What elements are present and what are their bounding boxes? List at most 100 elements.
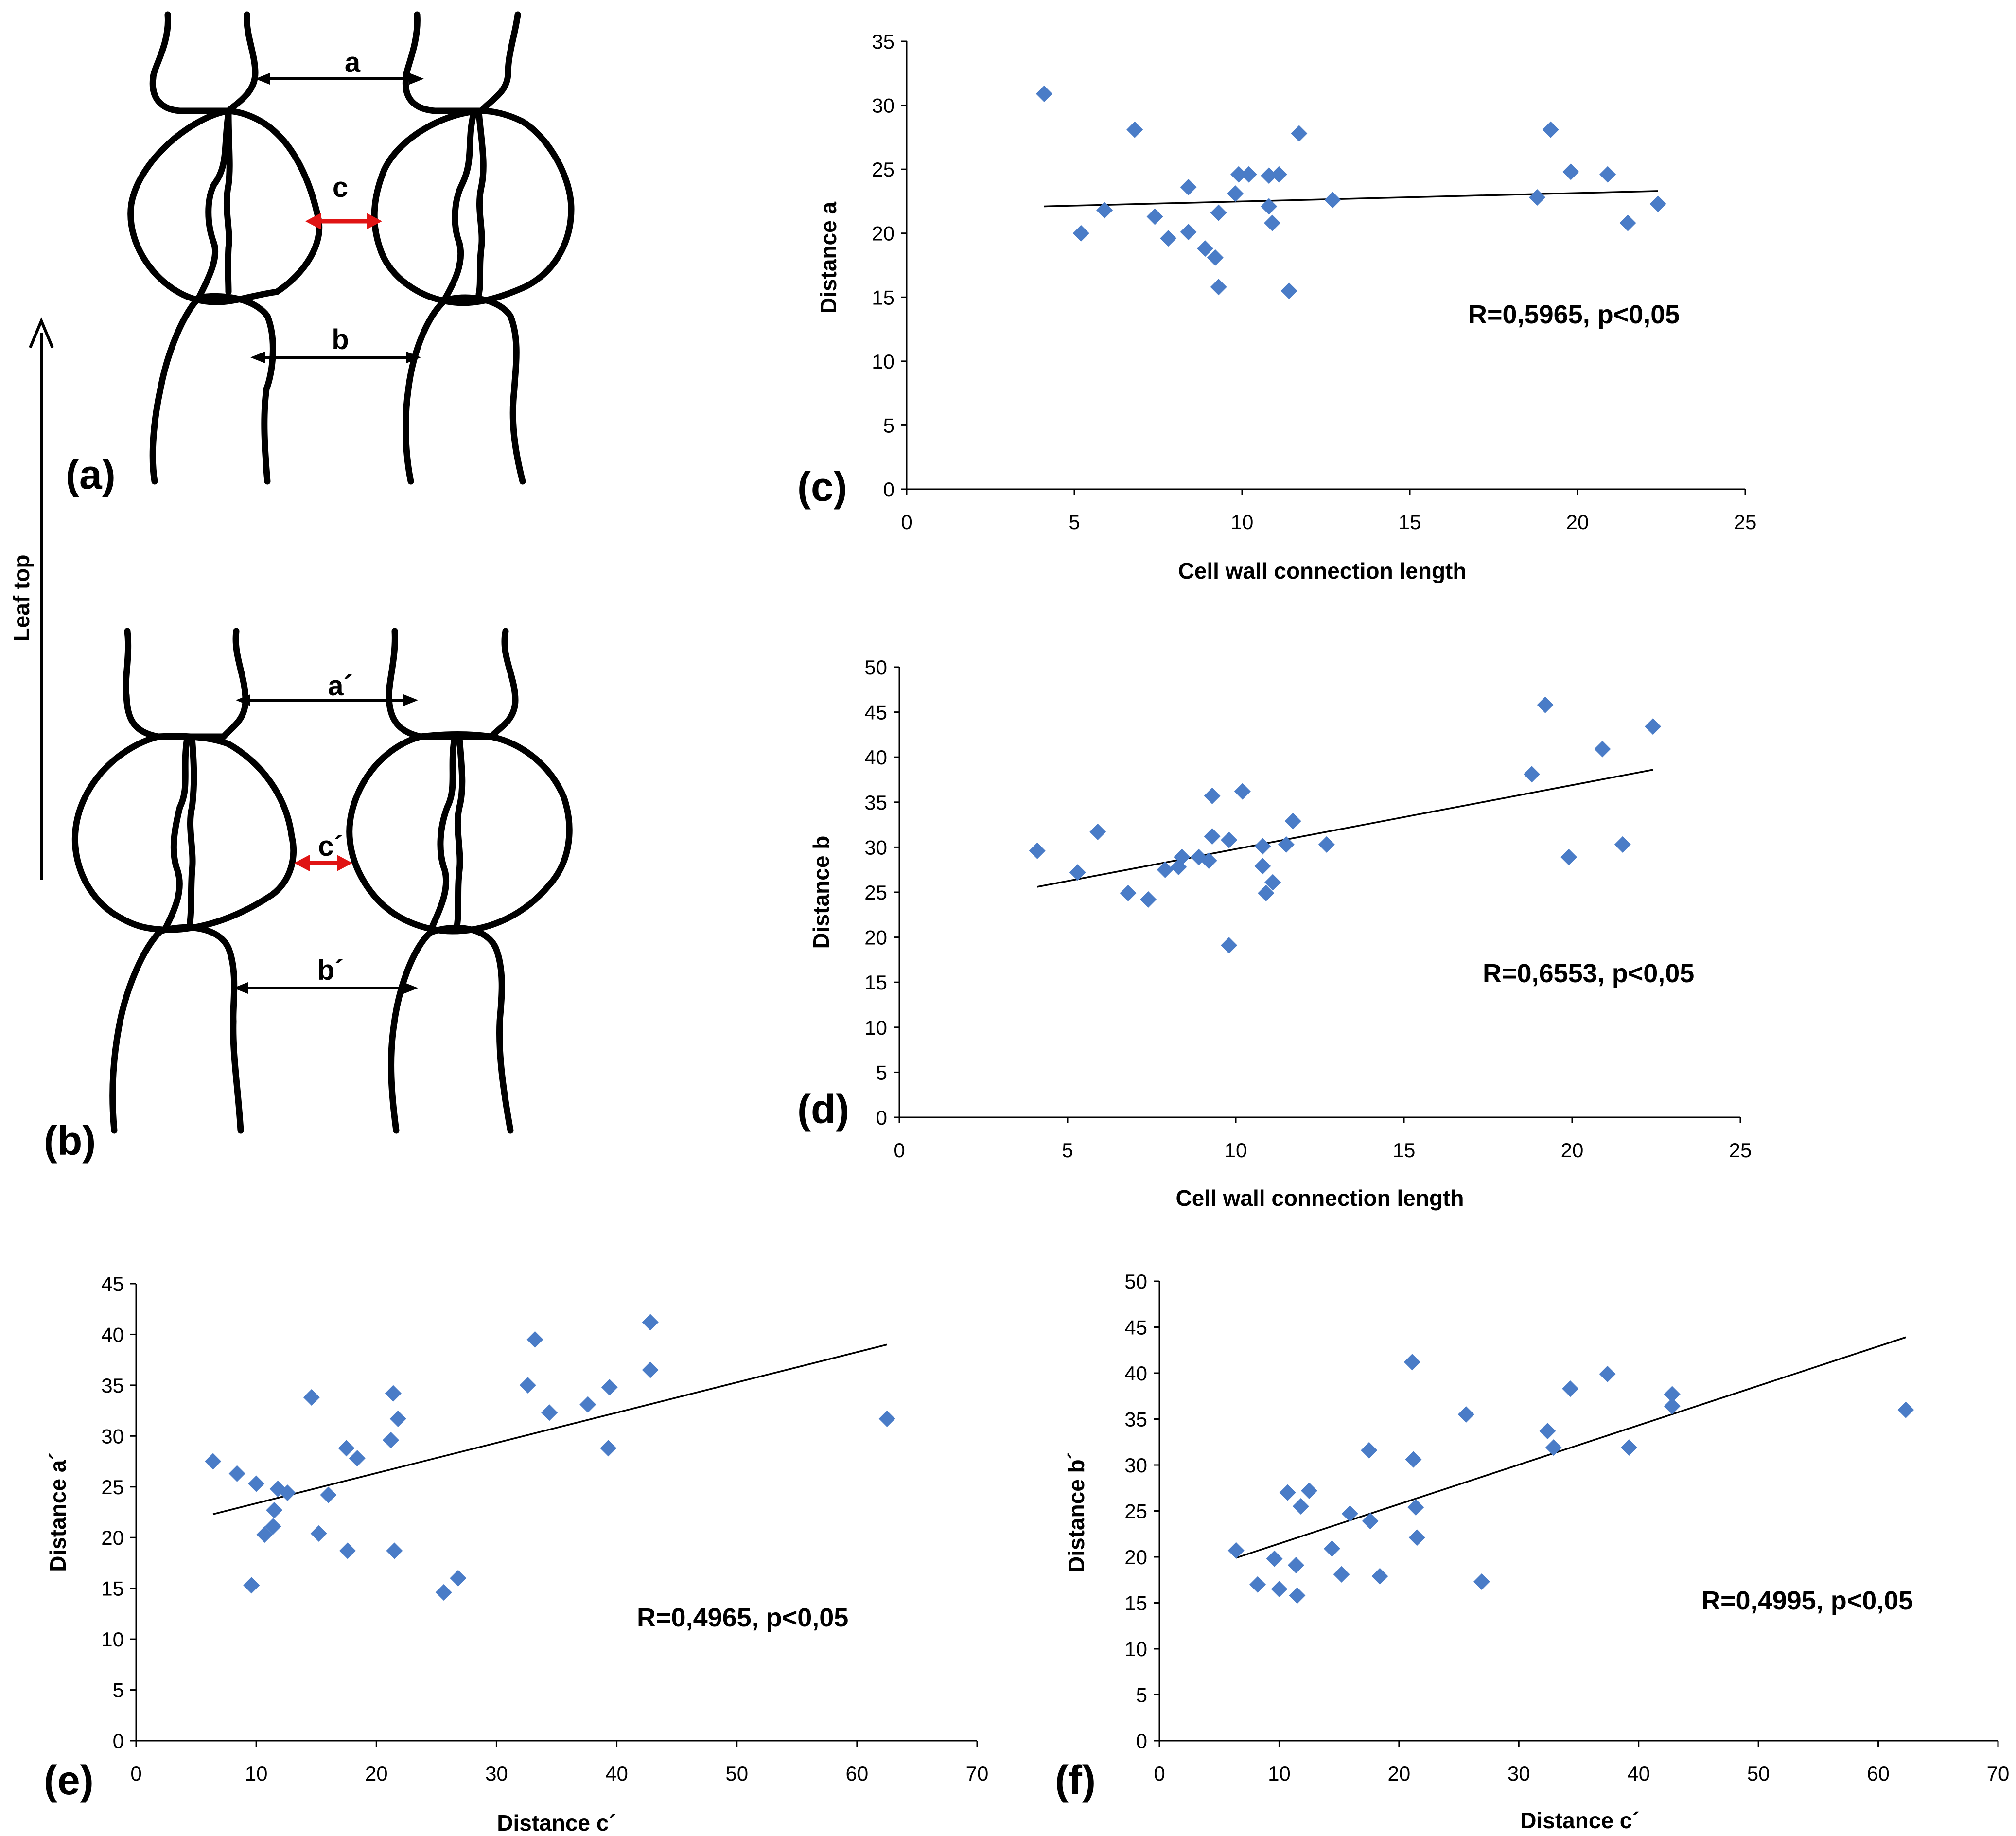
data-point [1227,185,1244,202]
data-point [1270,166,1287,183]
x-tick-label: 50 [725,1762,748,1785]
data-point [1227,1542,1245,1559]
diagram-a-panel-label: (a) [66,452,116,497]
y-tick-label: 10 [864,1016,887,1039]
data-point [1120,884,1137,901]
y-tick-label: 5 [113,1679,124,1702]
data-point [1280,282,1297,300]
x-tick-label: 40 [1627,1762,1650,1785]
panel-label: (d) [797,1086,849,1132]
data-point [338,1440,355,1457]
data-point [1261,167,1278,184]
y-tick-label: 40 [864,746,887,769]
diagram-a-label-top: a [345,47,361,78]
diagram-a: a c b (a) [66,11,575,497]
data-point [1371,1568,1388,1585]
data-point [519,1377,536,1394]
data-point [1621,1439,1637,1456]
data-point [601,1379,618,1396]
trendline [1037,769,1653,888]
x-tick-label: 10 [1268,1762,1291,1785]
data-point [1266,1550,1283,1567]
data-point [1157,861,1174,878]
data-point [1254,838,1271,855]
data-point [1180,224,1197,241]
x-axis-label: Distance c´ [497,1810,616,1836]
x-tick-label: 20 [365,1762,388,1785]
diagram-b-label-mid: c´ [318,830,343,862]
x-axis-label: Distance c´ [1520,1808,1639,1833]
diagram-a-label-bottom: b [332,324,349,355]
diagram-b-panel-label: (b) [44,1118,96,1164]
y-tick-label: 15 [1124,1592,1147,1615]
x-tick-label: 25 [1734,511,1757,533]
data-point [1614,836,1631,853]
data-point [1539,1423,1556,1440]
x-tick-label: 5 [1062,1139,1073,1162]
y-tick-label: 5 [1136,1684,1147,1707]
data-point [1301,1482,1318,1499]
y-tick-label: 20 [101,1526,124,1549]
trendline [212,1343,888,1515]
data-point [382,1431,399,1448]
y-tick-label: 15 [864,971,887,994]
x-tick-label: 30 [1508,1762,1530,1785]
data-point [1249,1576,1266,1593]
data-point [205,1453,222,1470]
data-point [1140,891,1157,908]
x-tick-label: 50 [1747,1762,1770,1785]
data-point [1599,1365,1616,1382]
y-tick-label: 30 [872,94,894,117]
y-tick-label: 35 [864,791,887,814]
data-point [1562,1380,1579,1397]
data-point [1405,1451,1422,1468]
data-point [385,1385,402,1402]
data-point [386,1542,403,1559]
data-point [1160,230,1177,247]
panel-label: (e) [44,1757,94,1803]
data-point [1221,831,1238,848]
y-tick-label: 15 [872,286,894,309]
y-tick-label: 0 [876,1106,887,1129]
data-point [1599,166,1616,183]
data-point [1324,192,1341,209]
data-point [600,1440,617,1457]
data-point [541,1404,558,1421]
data-point [1207,249,1224,266]
data-point [1254,858,1271,875]
data-point [1645,718,1662,735]
x-tick-label: 15 [1393,1139,1416,1162]
y-axis-label: Distance b´ [1064,1452,1089,1572]
y-tick-label: 10 [1124,1638,1147,1660]
scatter-chart-e: 0 10 20 30 40 50 60 70 0 5 10 15 20 25 30 35 40 45 Distanc… [44,1272,988,1836]
x-tick-label: 70 [1987,1762,2010,1785]
y-tick-label: 10 [872,350,894,373]
data-point [1341,1505,1358,1522]
data-point [1292,1498,1309,1515]
data-point [1221,937,1238,954]
y-tick-label: 20 [872,222,894,245]
y-tick-label: 25 [1124,1500,1147,1523]
data-point [1146,208,1163,225]
y-tick-label: 50 [864,656,887,679]
data-point [1562,163,1579,180]
data-point [264,1518,281,1535]
x-tick-label: 20 [1561,1139,1584,1162]
data-point [1197,240,1214,257]
y-tick-label: 5 [883,414,894,437]
data-point [1619,214,1636,231]
x-tick-label: 30 [485,1762,508,1785]
panel-label: (c) [797,464,847,510]
trendline [1236,1336,1906,1559]
data-point [579,1396,596,1413]
y-tick-label: 5 [876,1061,887,1084]
data-point [1096,202,1113,219]
data-point [1180,178,1197,195]
data-point [1523,766,1540,783]
y-tick-label: 10 [101,1628,124,1651]
diagram-a-label-mid: c [333,172,348,203]
data-point [435,1584,452,1601]
data-point [266,1501,283,1518]
data-point [1403,1354,1420,1371]
scatter-chart-d: 0 5 10 15 20 25 0 5 10 15 20 25 30 35 40 45 50 Cell wall … [797,656,1752,1211]
